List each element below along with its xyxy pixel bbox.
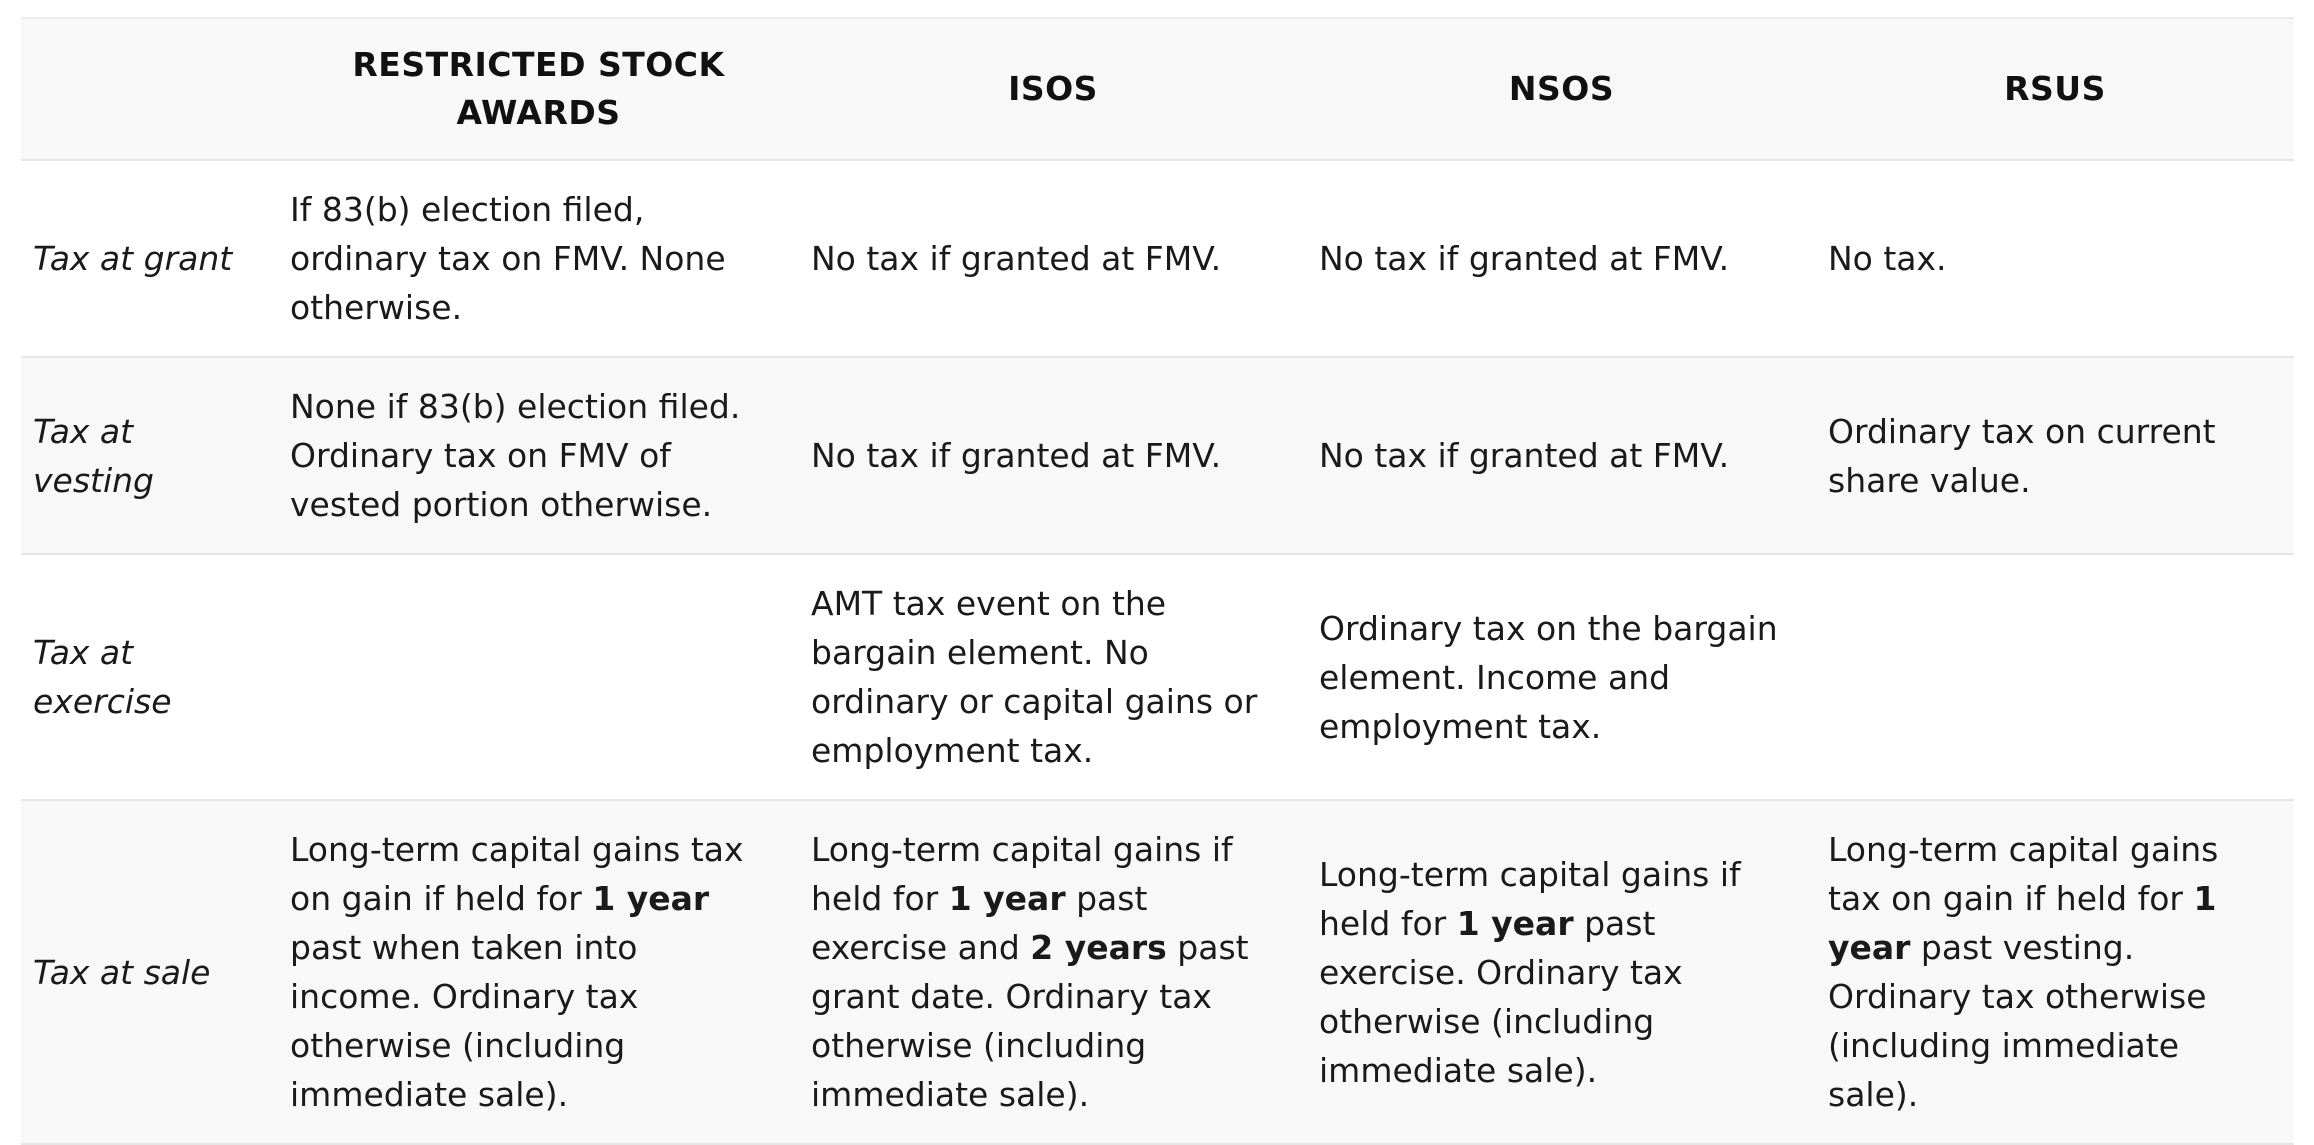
row-label: Tax at vesting <box>33 411 154 500</box>
cell-nsos: Long-term capital gains if held for 1 ye… <box>1307 800 1816 1144</box>
row-tax-at-grant: Tax at grant If 83(b) election filed, or… <box>21 160 2294 357</box>
cell-text: past exercise and <box>811 879 1148 967</box>
cell-text: Ordinary tax on current share value. <box>1828 411 2216 500</box>
equity-tax-comparison-table: RESTRICTED STOCK AWARDS ISOS NSOS RSUS T… <box>21 17 2294 1145</box>
cell-text: No tax. <box>1828 239 1947 278</box>
cell-text: Ordinary tax on the bargain element. Inc… <box>1319 608 1778 746</box>
cell-text: No tax if granted at FMV. <box>811 436 1222 475</box>
row-label: Tax at grant <box>33 239 233 278</box>
row-tax-at-sale: Tax at sale Long-term capital gains tax … <box>21 800 2294 1144</box>
cell-rsus: No tax. <box>1816 160 2294 357</box>
cell-text: No tax if granted at FMV. <box>811 239 1222 278</box>
row-label: Tax at exercise <box>33 633 172 721</box>
cell-nsos: No tax if granted at FMV. <box>1307 357 1816 554</box>
cell-text: No tax if granted at FMV. <box>1319 239 1730 278</box>
cell-text: Long-term capital gains tax on gain if h… <box>290 830 744 918</box>
cell-isos: No tax if granted at FMV. <box>799 357 1307 554</box>
cell-text: past when taken into income. Ordinary ta… <box>290 928 639 1114</box>
cell-restricted-stock-awards <box>278 554 799 800</box>
cell-nsos: Ordinary tax on the bargain element. Inc… <box>1307 554 1816 800</box>
cell-restricted-stock-awards: None if 83(b) election filed. Ordinary t… <box>278 357 799 554</box>
cell-rsus <box>1816 554 2294 800</box>
header-isos: ISOS <box>799 18 1307 160</box>
cell-rsus: Long-term capital gains tax on gain if h… <box>1816 800 2294 1144</box>
emphasis-text: 1 year <box>592 879 710 918</box>
emphasis-text: 1 year <box>1456 903 1574 943</box>
emphasis-text: 1 year <box>1828 879 2217 967</box>
cell-text: None if 83(b) election filed. Ordinary t… <box>290 387 741 524</box>
header-row: RESTRICTED STOCK AWARDS ISOS NSOS RSUS <box>21 18 2294 160</box>
cell-restricted-stock-awards: Long-term capital gains tax on gain if h… <box>278 800 799 1144</box>
header-restricted-stock-awards: RESTRICTED STOCK AWARDS <box>278 18 799 160</box>
cell-isos: Long-term capital gains if held for 1 ye… <box>799 800 1307 1144</box>
header-empty <box>21 18 278 160</box>
row-tax-at-exercise: Tax at exercise AMT tax event on the bar… <box>21 554 2294 800</box>
cell-restricted-stock-awards: If 83(b) election filed, ordinary tax on… <box>278 160 799 357</box>
emphasis-text: 1 year <box>948 879 1066 918</box>
header-rsus: RSUS <box>1816 18 2294 160</box>
cell-isos: No tax if granted at FMV. <box>799 160 1307 357</box>
header-nsos: NSOS <box>1307 18 1816 160</box>
comparison-table-container: RESTRICTED STOCK AWARDS ISOS NSOS RSUS T… <box>21 17 2294 1145</box>
cell-text: If 83(b) election filed, ordinary tax on… <box>290 190 726 327</box>
cell-isos: AMT tax event on the bargain element. No… <box>799 554 1307 800</box>
cell-text: Long-term capital gains if held for <box>811 830 1233 918</box>
row-tax-at-vesting: Tax at vesting None if 83(b) election fi… <box>21 357 2294 554</box>
cell-text: Long-term capital gains if held for <box>1319 854 1741 943</box>
cell-text: No tax if granted at FMV. <box>1319 436 1730 475</box>
cell-text: Long-term capital gains tax on gain if h… <box>1828 830 2219 918</box>
row-label: Tax at sale <box>33 952 211 992</box>
cell-text: AMT tax event on the bargain element. No… <box>811 584 1258 770</box>
emphasis-text: 2 years <box>1030 928 1167 967</box>
cell-rsus: Ordinary tax on current share value. <box>1816 357 2294 554</box>
cell-nsos: No tax if granted at FMV. <box>1307 160 1816 357</box>
